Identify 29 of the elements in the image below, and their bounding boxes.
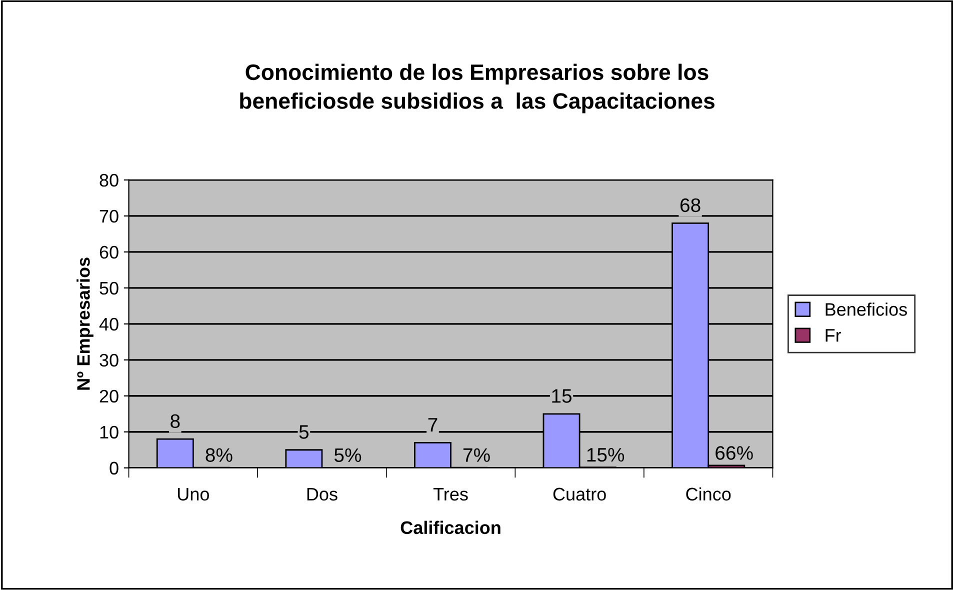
data-label: 15 xyxy=(552,389,572,403)
y-tick-label: 60 xyxy=(100,246,118,259)
data-label: 5% xyxy=(334,448,362,462)
data-label: 5 xyxy=(299,425,309,439)
y-tick-label: 80 xyxy=(100,174,118,187)
legend-label: Beneficios xyxy=(826,302,907,316)
data-label: 66% xyxy=(716,446,753,460)
chart-title: Conocimiento de los Empresarios sobre los beneficiosde subsidios a las Capacitaciones xyxy=(240,64,714,114)
y-tick-label: 0 xyxy=(110,462,118,475)
data-label: 7 xyxy=(428,418,438,432)
y-tick-label: 10 xyxy=(100,426,118,439)
data-label: 15% xyxy=(587,448,624,462)
x-tick-label: Cuatro xyxy=(553,488,606,501)
data-label: 68 xyxy=(680,198,700,212)
y-tick-label: 50 xyxy=(100,282,118,295)
x-tick-label: Cinco xyxy=(686,487,731,501)
y-tick-label: 30 xyxy=(100,354,118,367)
data-label: 8 xyxy=(170,414,180,428)
x-tick-label: Dos xyxy=(307,488,338,501)
x-tick-label: Tres xyxy=(433,488,468,501)
y-tick-label: 40 xyxy=(99,318,118,331)
x-axis-title: Calificacion xyxy=(400,520,500,534)
data-label: 7% xyxy=(463,448,490,462)
y-axis-title: Nº Empresarios xyxy=(76,258,94,390)
y-tick-label: 70 xyxy=(100,210,118,223)
y-tick-label: 20 xyxy=(100,390,118,403)
legend-label: Fr xyxy=(826,329,842,342)
x-tick-label: Uno xyxy=(178,488,209,501)
data-label: 8% xyxy=(206,448,232,462)
